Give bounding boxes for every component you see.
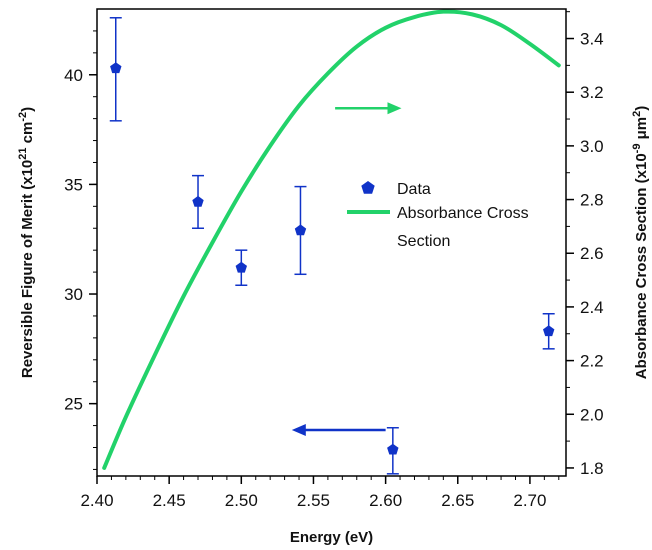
legend-curve-label-line1: Absorbance Cross [397, 205, 529, 222]
y-left-tick-label: 30 [64, 285, 83, 304]
x-tick-label: 2.40 [80, 491, 113, 510]
y-right-tick-label: 3.0 [580, 137, 604, 156]
errorbar-layer [109, 17, 555, 475]
y-right-title-main: Absorbance Cross Section (x10 [633, 153, 650, 379]
data-point [110, 62, 122, 74]
y-right-title-end: ) [633, 106, 650, 111]
y-right-title-mid: μm [633, 117, 650, 144]
absorbance-curve [102, 9, 561, 470]
legend-data-label: Data [397, 181, 431, 198]
y-right-tick-label: 1.8 [580, 459, 604, 478]
y-left-tick-label: 25 [64, 395, 83, 414]
y-axis-left: 25 30 35 40 [64, 30, 97, 470]
y-left-title-sup2: -2 [17, 112, 29, 122]
data-point [235, 261, 247, 273]
plot-frame [96, 8, 567, 477]
legend: Data Absorbance Cross Section [347, 181, 529, 250]
y-left-title-sup1: 21 [17, 147, 29, 159]
x-tick-label: 2.65 [441, 491, 474, 510]
x-tick-label: 2.60 [369, 491, 402, 510]
y-right-tick-label: 2.8 [580, 191, 604, 210]
right-axis-arrowhead [387, 102, 402, 115]
legend-data-marker [361, 181, 375, 194]
y-axis-right-title: Absorbance Cross Section (x10-9 μm2) [631, 106, 650, 380]
y-right-tick-label: 2.4 [580, 298, 604, 317]
y-left-tick-label: 40 [64, 66, 83, 85]
data-point [192, 195, 204, 207]
y-right-tick-label: 2.6 [580, 244, 604, 263]
y-axis-left-title: Reversible Figure of Merit (x1021 cm-2) [17, 107, 36, 378]
y-axis-right: 1.8 2.0 2.2 2.4 2.6 2.8 3.0 3.2 3.4 [566, 11, 604, 478]
y-right-title-sup2: 2 [631, 111, 643, 117]
legend-curve-label-line2: Section [397, 233, 450, 250]
y-right-tick-label: 2.0 [580, 405, 604, 424]
data-point [294, 224, 307, 236]
y-right-title-sup1: -9 [631, 144, 643, 154]
y-right-tick-label: 3.4 [580, 30, 604, 49]
y-left-title-end: ) [19, 107, 36, 112]
y-left-tick-label: 35 [64, 175, 83, 194]
y-right-tick-label: 2.2 [580, 352, 604, 371]
x-tick-label: 2.50 [225, 491, 258, 510]
x-tick-label: 2.70 [513, 491, 546, 510]
data-point [387, 443, 399, 455]
curve-layer [102, 9, 561, 470]
x-axis-title: Energy (eV) [290, 529, 373, 546]
y-left-title-mid: cm [19, 122, 36, 148]
x-axis: 2.40 2.45 2.50 2.55 2.60 2.65 2.70 [80, 476, 560, 510]
y-right-tick-label: 3.2 [580, 83, 604, 102]
left-axis-arrowhead [291, 423, 306, 436]
marker-layer [110, 62, 555, 455]
y-left-title-main: Reversible Figure of Merit (x10 [19, 160, 36, 378]
x-tick-label: 2.55 [297, 491, 330, 510]
x-tick-label: 2.45 [153, 491, 186, 510]
data-point [543, 325, 555, 337]
arrow-layer [291, 102, 402, 436]
